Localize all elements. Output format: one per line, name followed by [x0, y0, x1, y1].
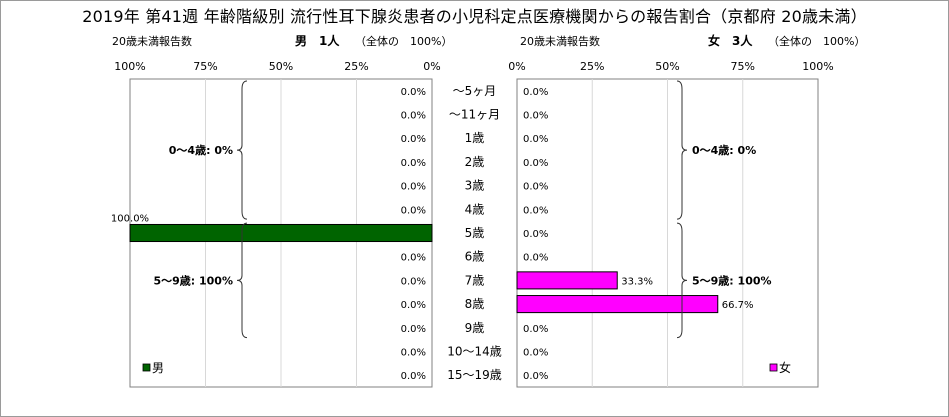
right-group-brace	[676, 222, 688, 339]
male-bar	[129, 223, 433, 243]
male-data-label: 0.0%	[401, 253, 426, 264]
female-data-label: 0.0%	[523, 347, 548, 358]
category-label: 9歳	[465, 321, 485, 335]
category-label: ～11ヶ月	[449, 108, 500, 122]
male-data-label: 0.0%	[401, 324, 426, 335]
female-legend-swatch	[769, 363, 778, 372]
left-tick-label: 25%	[344, 60, 368, 73]
category-label: 10～14歳	[447, 344, 502, 358]
male-data-label: 0.0%	[401, 182, 426, 193]
category-label: 5歳	[465, 226, 485, 240]
female-data-label: 0.0%	[523, 371, 548, 382]
category-label: 2歳	[465, 155, 485, 169]
left-group-label: 5～9歳: 100%	[153, 273, 233, 287]
female-bar	[516, 295, 719, 314]
right-tick-label: 75%	[731, 60, 755, 73]
right-count-label: 20歳未満報告数	[520, 35, 600, 48]
male-legend-label: 男	[152, 361, 164, 375]
female-data-label: 0.0%	[523, 182, 548, 193]
female-data-label: 0.0%	[523, 158, 548, 169]
left-group-label: 0～4歳: 0%	[169, 143, 233, 157]
left-tick-label: 50%	[269, 60, 293, 73]
left-total-note: （全体の 100%）	[355, 35, 453, 48]
male-data-label: 0.0%	[401, 276, 426, 287]
female-data-label: 0.0%	[523, 229, 548, 240]
category-label: 8歳	[465, 297, 485, 311]
right-tick-label: 100%	[802, 60, 833, 73]
female-data-label: 33.3%	[621, 276, 653, 287]
left-sex-count: 男 1人	[295, 34, 340, 48]
right-group-brace	[676, 80, 688, 220]
male-legend-swatch	[142, 363, 151, 372]
right-group-label: 0～4歳: 0%	[692, 143, 756, 157]
male-data-label: 0.0%	[401, 371, 426, 382]
right-total-note: （全体の 100%）	[768, 35, 866, 48]
male-data-label: 0.0%	[401, 205, 426, 216]
left-count-label: 20歳未満報告数	[112, 35, 192, 48]
female-data-label: 0.0%	[523, 111, 548, 122]
left-tick-label: 0%	[423, 60, 440, 73]
male-data-label: 0.0%	[401, 87, 426, 98]
female-data-label: 0.0%	[523, 253, 548, 264]
left-tick-label: 100%	[114, 60, 145, 73]
right-tick-label: 25%	[580, 60, 604, 73]
male-data-label: 0.0%	[401, 347, 426, 358]
category-label: 4歳	[465, 202, 485, 216]
male-data-label: 0.0%	[401, 158, 426, 169]
male-data-label: 100.0%	[111, 213, 149, 224]
male-data-label: 0.0%	[401, 134, 426, 145]
left-tick-label: 75%	[193, 60, 217, 73]
female-data-label: 66.7%	[722, 300, 754, 311]
category-label: 3歳	[465, 179, 485, 193]
male-data-label: 0.0%	[401, 111, 426, 122]
right-tick-label: 50%	[655, 60, 679, 73]
female-legend-label: 女	[779, 360, 791, 375]
male-data-label: 0.0%	[401, 300, 426, 311]
category-label: ～5ヶ月	[453, 84, 497, 98]
category-label: 15～19歳	[447, 368, 502, 382]
female-data-label: 0.0%	[523, 205, 548, 216]
category-label: 7歳	[465, 273, 485, 287]
right-tick-label: 0%	[508, 60, 525, 73]
left-group-brace	[236, 222, 248, 339]
left-group-brace	[236, 80, 248, 220]
category-label: 6歳	[465, 250, 485, 264]
female-data-label: 0.0%	[523, 87, 548, 98]
female-bar	[516, 271, 618, 290]
female-data-label: 0.0%	[523, 324, 548, 335]
female-data-label: 0.0%	[523, 134, 548, 145]
category-label: 1歳	[465, 131, 485, 145]
chart-title: 2019年 第41週 年齢階級別 流行性耳下腺炎患者の小児科定点医療機関からの報…	[82, 7, 867, 26]
right-group-label: 5～9歳: 100%	[692, 273, 772, 287]
right-sex-count: 女 3人	[708, 34, 753, 48]
